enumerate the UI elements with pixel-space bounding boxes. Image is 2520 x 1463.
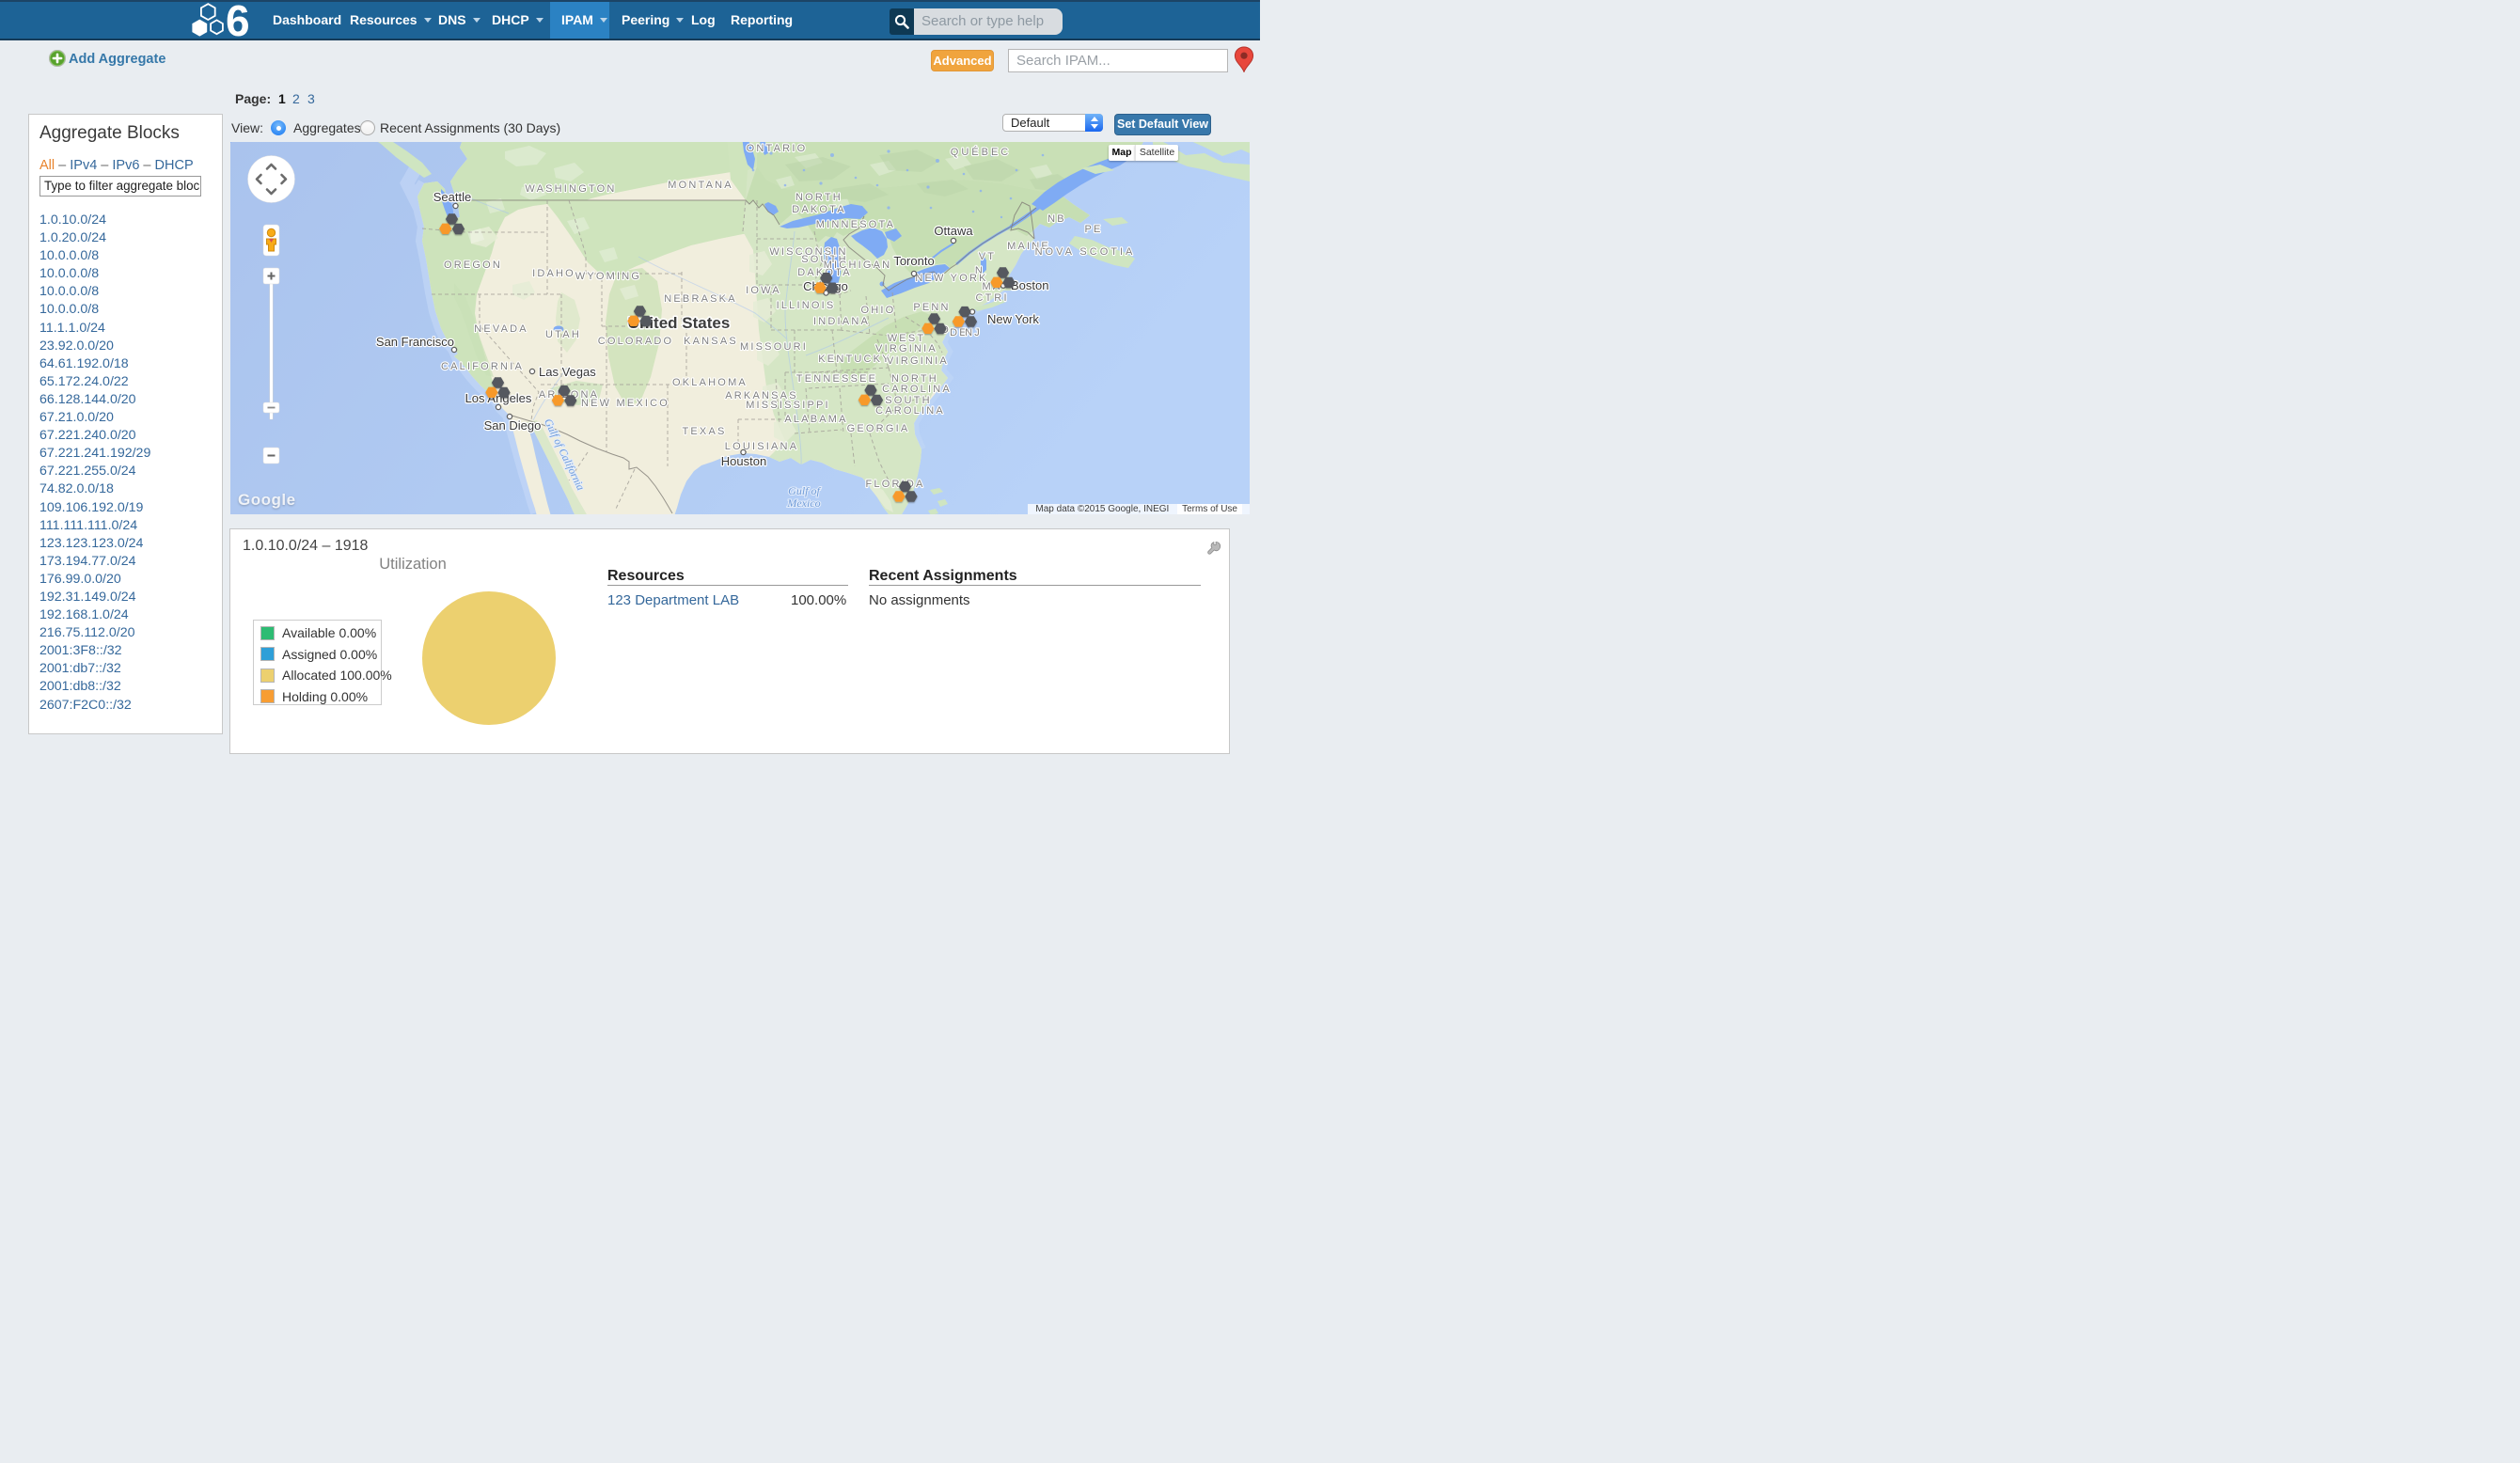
svg-text:KENTUCKY: KENTUCKY: [818, 354, 891, 365]
svg-text:San Diego: San Diego: [484, 418, 542, 433]
svg-text:Ottawa: Ottawa: [934, 224, 973, 238]
svg-text:NEW YORK: NEW YORK: [915, 273, 987, 284]
svg-text:VIRGINIA: VIRGINIA: [875, 343, 937, 354]
svg-text:ARKANSAS: ARKANSAS: [725, 390, 798, 401]
svg-text:IDAHO: IDAHO: [532, 268, 575, 279]
svg-text:United States: United States: [628, 314, 731, 332]
svg-text:MAINE: MAINE: [1007, 241, 1050, 252]
svg-text:TEXAS: TEXAS: [682, 426, 726, 437]
svg-text:MONTANA: MONTANA: [668, 180, 733, 191]
svg-text:New York: New York: [987, 312, 1039, 326]
svg-text:VIRGINIA: VIRGINIA: [887, 355, 949, 367]
svg-text:ONTARIO: ONTARIO: [747, 143, 808, 154]
svg-text:MISSISSIPPI: MISSISSIPPI: [746, 400, 830, 411]
svg-text:N: N: [975, 265, 984, 276]
svg-text:LOUISIANA: LOUISIANA: [725, 441, 799, 452]
svg-text:NJ: NJ: [965, 327, 982, 338]
svg-text:RI: RI: [994, 292, 1008, 304]
svg-text:FLORIDA: FLORIDA: [865, 479, 924, 490]
svg-text:CAROLINA: CAROLINA: [882, 384, 952, 395]
svg-text:PENN: PENN: [913, 302, 950, 313]
svg-text:GEORGIA: GEORGIA: [847, 423, 910, 434]
svg-text:NORTH: NORTH: [795, 192, 843, 203]
svg-text:Mexico: Mexico: [786, 496, 820, 510]
svg-text:MICHIGAN: MICHIGAN: [824, 260, 892, 271]
svg-text:ILLINOIS: ILLINOIS: [777, 300, 836, 311]
svg-text:MISSOURI: MISSOURI: [740, 341, 808, 353]
svg-text:WISCONSIN: WISCONSIN: [769, 246, 847, 258]
svg-text:WEST: WEST: [888, 333, 926, 344]
svg-text:PE: PE: [1084, 224, 1102, 235]
svg-text:OKLAHOMA: OKLAHOMA: [672, 377, 748, 388]
svg-text:NORTH: NORTH: [891, 373, 938, 385]
svg-text:Toronto: Toronto: [893, 254, 934, 268]
svg-text:CT: CT: [975, 292, 993, 304]
svg-text:IOWA: IOWA: [746, 285, 781, 296]
svg-text:Boston: Boston: [1011, 278, 1048, 292]
svg-text:NEW MEXICO: NEW MEXICO: [581, 398, 669, 409]
svg-text:Houston: Houston: [721, 454, 766, 468]
svg-text:NB: NB: [1047, 213, 1066, 225]
svg-text:NEBRASKA: NEBRASKA: [664, 293, 737, 305]
svg-text:DAKOTA: DAKOTA: [792, 204, 846, 215]
svg-text:KANSAS: KANSAS: [684, 336, 738, 347]
svg-text:CALIFORNIA: CALIFORNIA: [441, 361, 524, 372]
svg-text:NEVADA: NEVADA: [474, 323, 528, 335]
svg-text:Seattle: Seattle: [433, 190, 471, 204]
svg-text:6: 6: [226, 2, 250, 39]
svg-text:DE: DE: [950, 327, 969, 338]
svg-text:Las Vegas: Las Vegas: [539, 365, 596, 379]
svg-text:QUÉBEC: QUÉBEC: [951, 146, 1011, 158]
svg-text:Gulf of: Gulf of: [788, 484, 821, 497]
svg-text:UTAH: UTAH: [545, 329, 581, 340]
svg-text:Los Angeles: Los Angeles: [465, 391, 532, 405]
svg-text:San Francisco: San Francisco: [376, 335, 454, 349]
svg-text:WASHINGTON: WASHINGTON: [525, 183, 616, 195]
svg-text:VT: VT: [979, 251, 996, 262]
svg-text:SOUTH: SOUTH: [885, 395, 932, 406]
svg-text:INDIANA: INDIANA: [813, 316, 870, 327]
svg-text:OHIO: OHIO: [861, 305, 896, 316]
svg-text:TENNESSEE: TENNESSEE: [796, 373, 877, 385]
svg-text:ALABAMA: ALABAMA: [784, 414, 847, 425]
svg-text:OREGON: OREGON: [444, 260, 502, 271]
svg-text:SOUTH: SOUTH: [801, 254, 848, 265]
svg-text:COLORADO: COLORADO: [598, 336, 674, 347]
svg-text:CAROLINA: CAROLINA: [875, 405, 945, 417]
svg-text:MINNESOTA: MINNESOTA: [816, 219, 895, 230]
svg-text:WYOMING: WYOMING: [575, 271, 641, 282]
svg-text:NOVA SCOTIA: NOVA SCOTIA: [1035, 246, 1136, 258]
